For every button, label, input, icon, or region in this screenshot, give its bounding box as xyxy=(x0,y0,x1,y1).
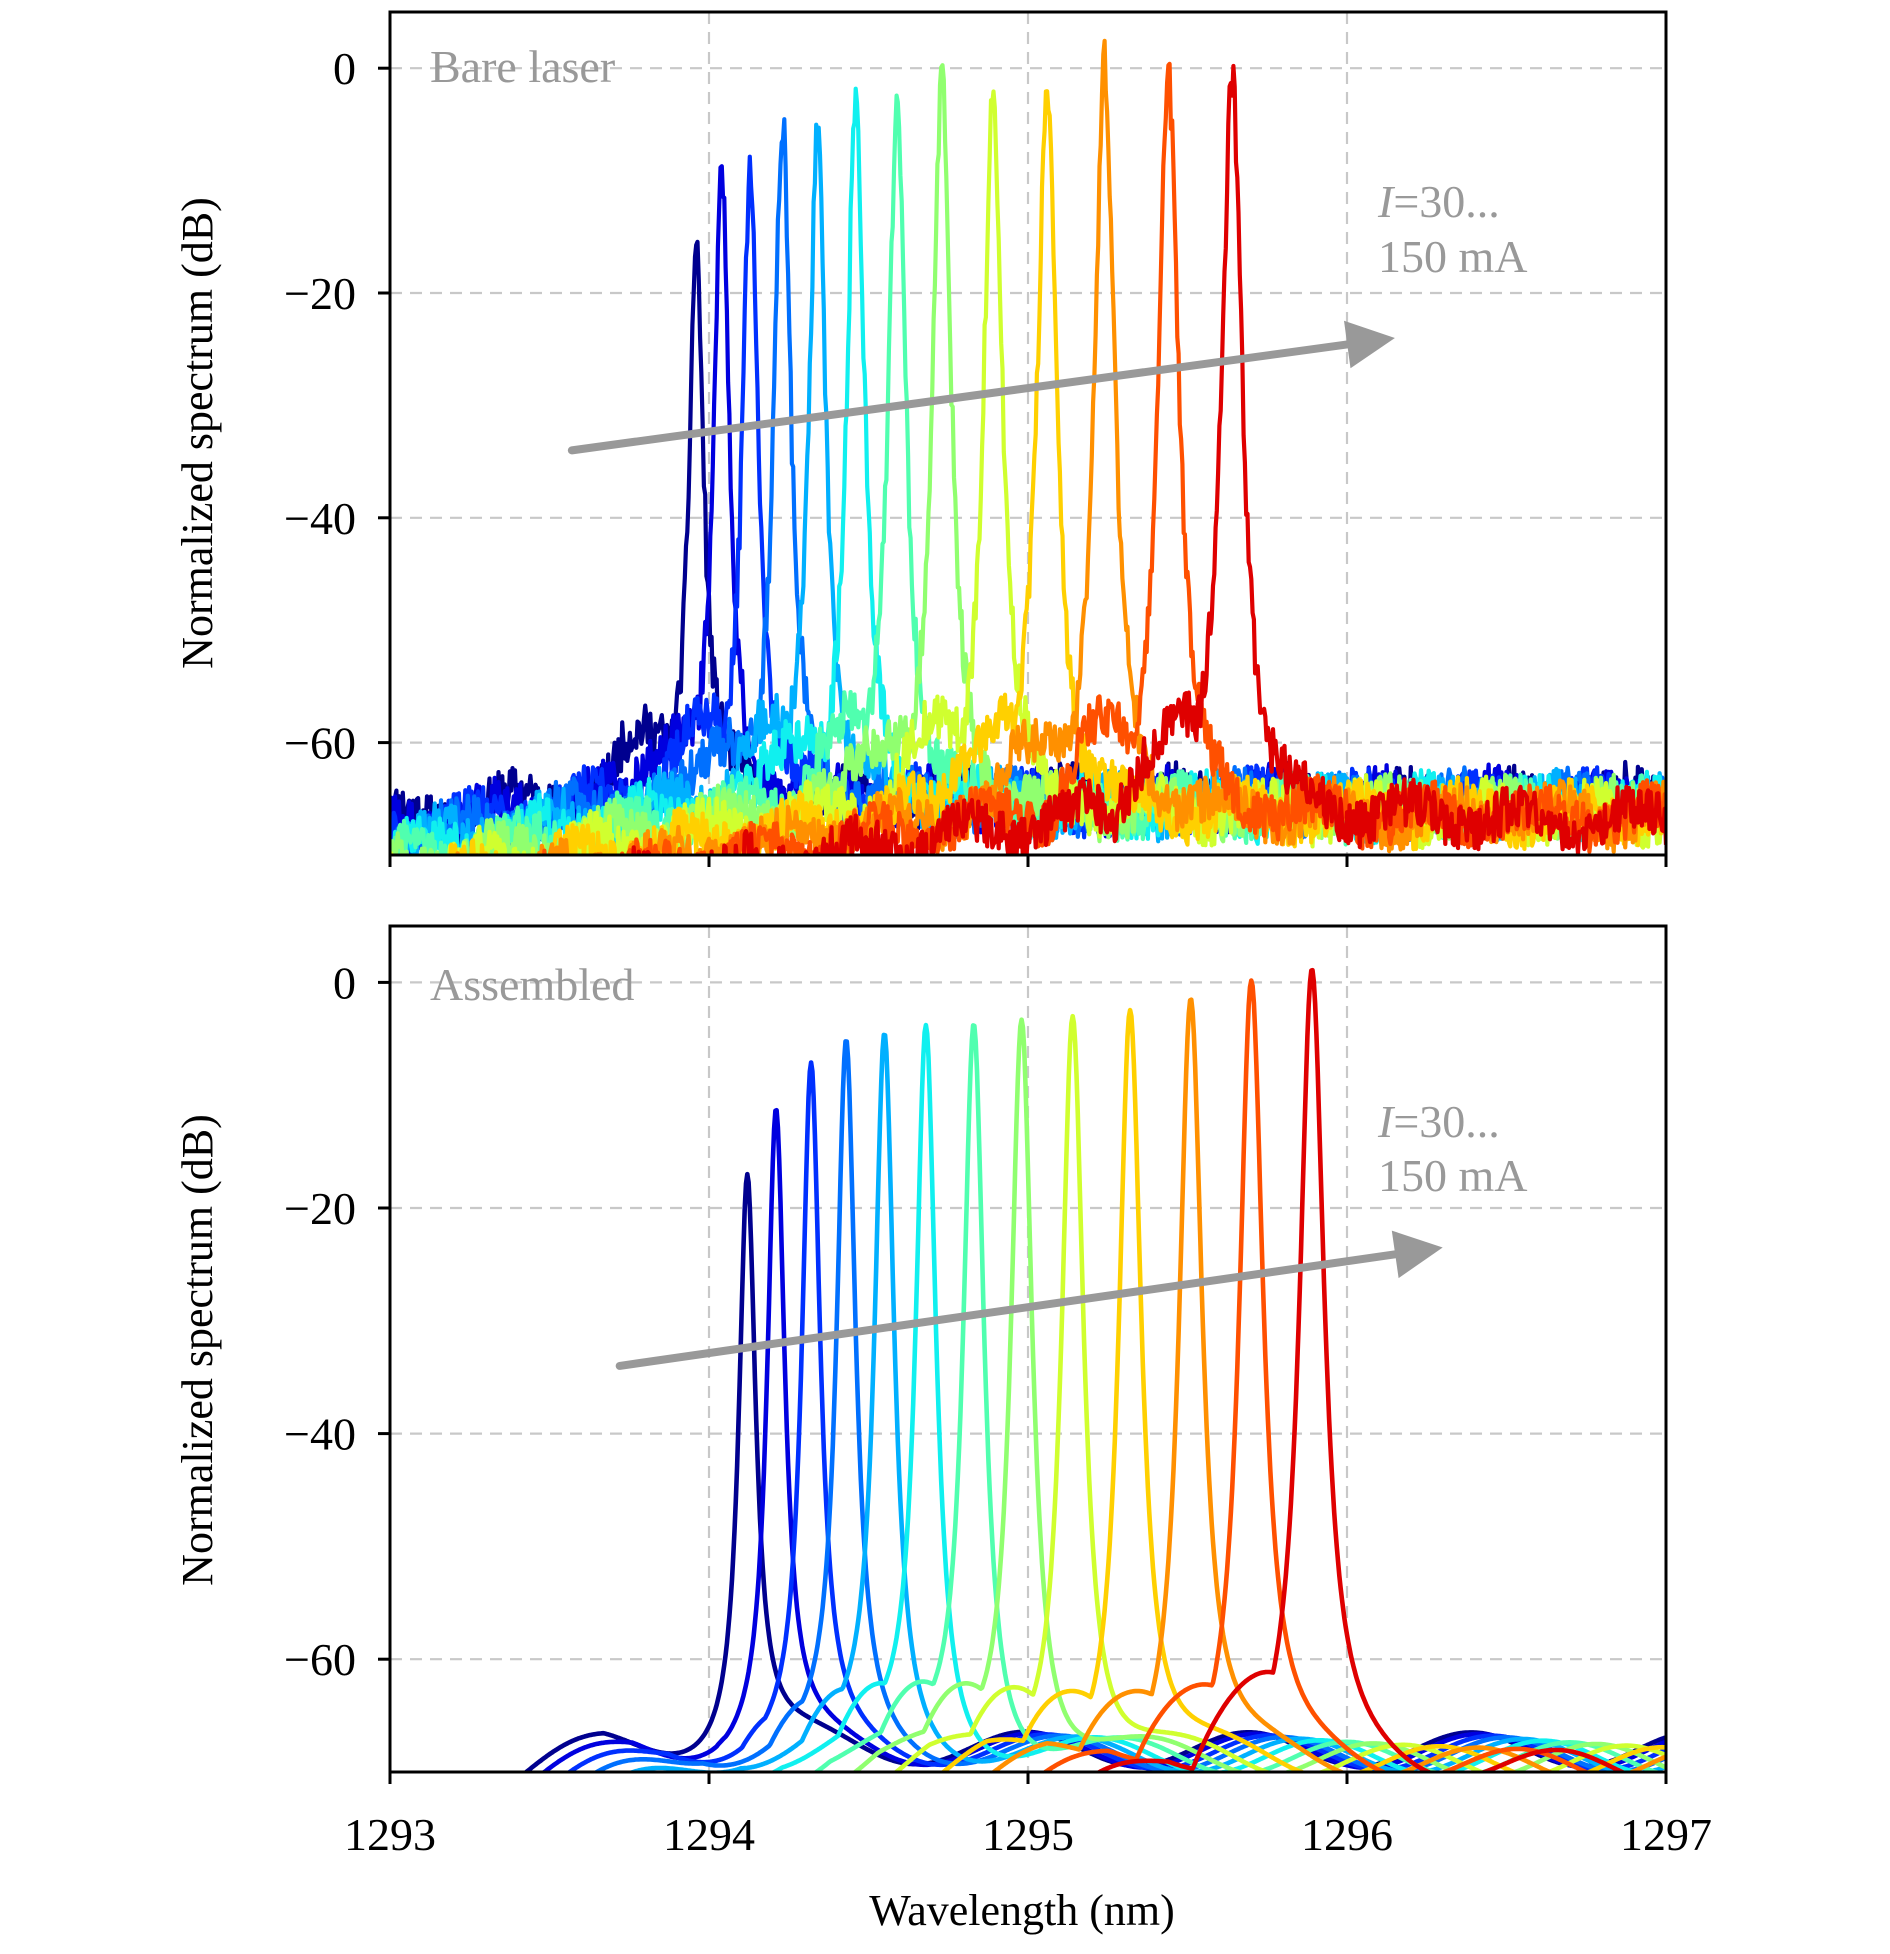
spectrum-line xyxy=(939,1007,1666,1772)
spectrum-line xyxy=(1041,978,1592,1772)
x-tick-label: 1293 xyxy=(344,1809,436,1860)
current-arrow xyxy=(567,320,1395,455)
grid-lines xyxy=(390,926,1666,1772)
x-axis-title: Wavelength (nm) xyxy=(869,1886,1175,1935)
spectrum-line xyxy=(812,1023,1665,1772)
spectrum-line xyxy=(892,1013,1666,1772)
current-arrow xyxy=(615,1230,1443,1370)
spectrum-line xyxy=(542,61,1666,855)
y-axis-title: Normalized spectrum (dB) xyxy=(173,197,222,669)
spectrum-line xyxy=(990,997,1666,1772)
current-annotation-line1: I=30... xyxy=(1377,176,1500,227)
y-tick-label: 0 xyxy=(333,957,356,1008)
y-tick-label: −20 xyxy=(284,268,356,319)
current-annotation-line2: 150 mA xyxy=(1378,1150,1528,1201)
current-annotation-line2: 150 mA xyxy=(1378,231,1528,282)
arrow-head xyxy=(1391,1230,1443,1279)
arrow-shaft xyxy=(615,1250,1400,1370)
ticks: 0 −20 −40 −60 1293 1294 1295 1296 1297 xyxy=(284,957,1712,1860)
y-tick-label: −20 xyxy=(284,1183,356,1234)
y-axis-title: Normalized spectrum (dB) xyxy=(173,1114,222,1586)
spectrum-series-layer xyxy=(390,38,1666,855)
current-symbol: I xyxy=(1377,176,1396,227)
arrow-shaft xyxy=(567,340,1352,455)
current-annotation-line1: I=30... xyxy=(1377,1096,1500,1147)
y-tick-label: −40 xyxy=(284,493,356,544)
current-range-start: =30... xyxy=(1393,176,1499,227)
x-tick-label: 1297 xyxy=(1620,1809,1712,1860)
panel-label: Assembled xyxy=(430,959,634,1010)
ticks: 0 −20 −40 −60 xyxy=(284,43,1668,867)
y-tick-label: 0 xyxy=(333,43,356,94)
x-tick-label: 1296 xyxy=(1301,1809,1393,1860)
panel-assembled: 0 −20 −40 −60 1293 1294 1295 1296 1297 Assembled… xyxy=(173,924,1712,1860)
x-tick-label: 1295 xyxy=(982,1809,1074,1860)
y-tick-label: −60 xyxy=(284,718,356,769)
x-tick-label: 1294 xyxy=(663,1809,755,1860)
panel-label: Bare laser xyxy=(430,41,615,92)
spectrum-line xyxy=(627,63,1666,855)
panel-bare-laser: 0 −20 −40 −60 Bare laser I=30... 150 mA Nor… xyxy=(173,10,1668,867)
y-tick-label: −40 xyxy=(284,1409,356,1460)
current-symbol: I xyxy=(1377,1096,1396,1147)
arrow-head xyxy=(1344,320,1395,369)
current-range-start: =30... xyxy=(1393,1096,1499,1147)
y-tick-label: −60 xyxy=(284,1634,356,1685)
